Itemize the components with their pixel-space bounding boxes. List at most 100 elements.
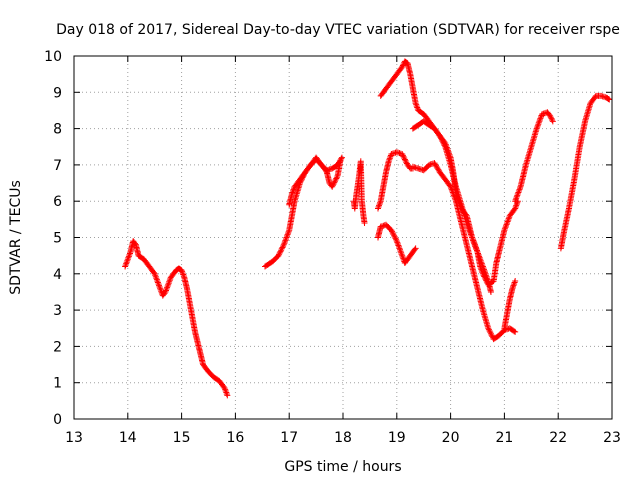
data-point bbox=[264, 265, 266, 268]
data-point bbox=[428, 120, 430, 123]
marker-trace bbox=[557, 92, 613, 252]
marker-trace bbox=[375, 149, 416, 212]
x-tick-label: 23 bbox=[603, 430, 621, 446]
data-point bbox=[417, 124, 420, 126]
x-tick-label: 17 bbox=[280, 430, 298, 446]
data-point bbox=[487, 327, 490, 330]
data-point bbox=[183, 276, 186, 279]
data-point bbox=[354, 207, 356, 210]
data-point bbox=[412, 127, 414, 130]
data-point bbox=[460, 207, 463, 210]
data-point bbox=[476, 251, 479, 253]
data-point bbox=[562, 233, 565, 235]
series-arc-13 bbox=[557, 92, 613, 252]
data-point bbox=[191, 316, 194, 319]
grid bbox=[74, 56, 612, 419]
data-point bbox=[382, 185, 385, 188]
x-tick-label: 15 bbox=[173, 430, 191, 446]
data-point bbox=[291, 193, 293, 195]
x-tick-label: 20 bbox=[442, 430, 460, 446]
data-point bbox=[417, 167, 420, 170]
x-tick-label: 21 bbox=[495, 430, 513, 446]
data-point bbox=[194, 331, 196, 333]
data-point bbox=[508, 327, 511, 330]
data-point bbox=[503, 229, 506, 232]
data-point bbox=[514, 280, 516, 282]
data-point bbox=[514, 207, 516, 210]
data-point bbox=[379, 200, 382, 202]
data-point bbox=[600, 95, 603, 97]
data-point bbox=[535, 127, 538, 130]
data-point bbox=[124, 265, 126, 268]
data-point bbox=[498, 334, 500, 337]
data-point bbox=[159, 287, 161, 290]
data-point bbox=[396, 240, 398, 242]
data-point bbox=[406, 62, 409, 65]
data-point bbox=[412, 165, 414, 168]
data-point bbox=[385, 171, 387, 173]
x-tick-label: 19 bbox=[388, 430, 406, 446]
series-arc-4 bbox=[350, 158, 368, 226]
data-point bbox=[132, 240, 134, 242]
data-point bbox=[422, 120, 425, 123]
data-point bbox=[492, 280, 495, 282]
data-point bbox=[422, 113, 425, 115]
data-point bbox=[293, 200, 296, 202]
data-point bbox=[514, 331, 516, 333]
data-point bbox=[433, 162, 436, 164]
data-point bbox=[161, 294, 164, 297]
data-point bbox=[336, 174, 339, 177]
data-point bbox=[498, 251, 500, 253]
marker-trace bbox=[409, 118, 521, 288]
data-point bbox=[362, 214, 365, 217]
data-point bbox=[541, 113, 543, 115]
data-point bbox=[143, 258, 145, 261]
x-tick-label: 13 bbox=[65, 430, 83, 446]
data-point bbox=[226, 394, 229, 397]
series-arc-1 bbox=[122, 238, 231, 399]
data-point bbox=[414, 247, 417, 250]
data-point bbox=[379, 95, 382, 97]
data-point bbox=[490, 291, 492, 293]
y-tick-label: 3 bbox=[53, 303, 62, 319]
data-point bbox=[218, 380, 221, 382]
data-point bbox=[180, 269, 183, 271]
series-arc-6 bbox=[375, 221, 408, 266]
data-point bbox=[508, 214, 511, 217]
data-point bbox=[511, 287, 514, 290]
data-point bbox=[196, 341, 199, 344]
data-point bbox=[549, 115, 551, 117]
data-point bbox=[417, 109, 420, 112]
y-tick-label: 8 bbox=[53, 122, 62, 138]
data-point bbox=[519, 185, 522, 188]
data-point bbox=[439, 171, 441, 173]
data-point bbox=[552, 120, 554, 123]
data-point bbox=[331, 185, 334, 188]
y-tick-label: 4 bbox=[53, 267, 62, 283]
data-point bbox=[385, 223, 387, 226]
data-point bbox=[508, 298, 511, 301]
data-point bbox=[320, 164, 323, 166]
marker-trace bbox=[512, 109, 556, 205]
data-point bbox=[309, 164, 312, 166]
data-point bbox=[401, 254, 403, 257]
data-point bbox=[202, 363, 204, 366]
data-point bbox=[455, 193, 457, 195]
data-point bbox=[199, 352, 202, 355]
data-point bbox=[385, 87, 387, 90]
y-tick-label: 6 bbox=[53, 194, 62, 210]
data-point bbox=[546, 111, 549, 114]
marker-trace bbox=[375, 221, 408, 266]
x-tick-label: 14 bbox=[119, 430, 137, 446]
data-point bbox=[293, 185, 296, 188]
data-point bbox=[433, 127, 436, 130]
data-point bbox=[331, 167, 334, 170]
data-point bbox=[341, 156, 343, 159]
data-point bbox=[404, 262, 406, 264]
y-tick-label: 5 bbox=[53, 231, 62, 247]
marker-trace bbox=[122, 238, 231, 399]
data-point bbox=[352, 200, 355, 202]
data-point bbox=[328, 182, 331, 184]
data-point bbox=[589, 102, 592, 104]
